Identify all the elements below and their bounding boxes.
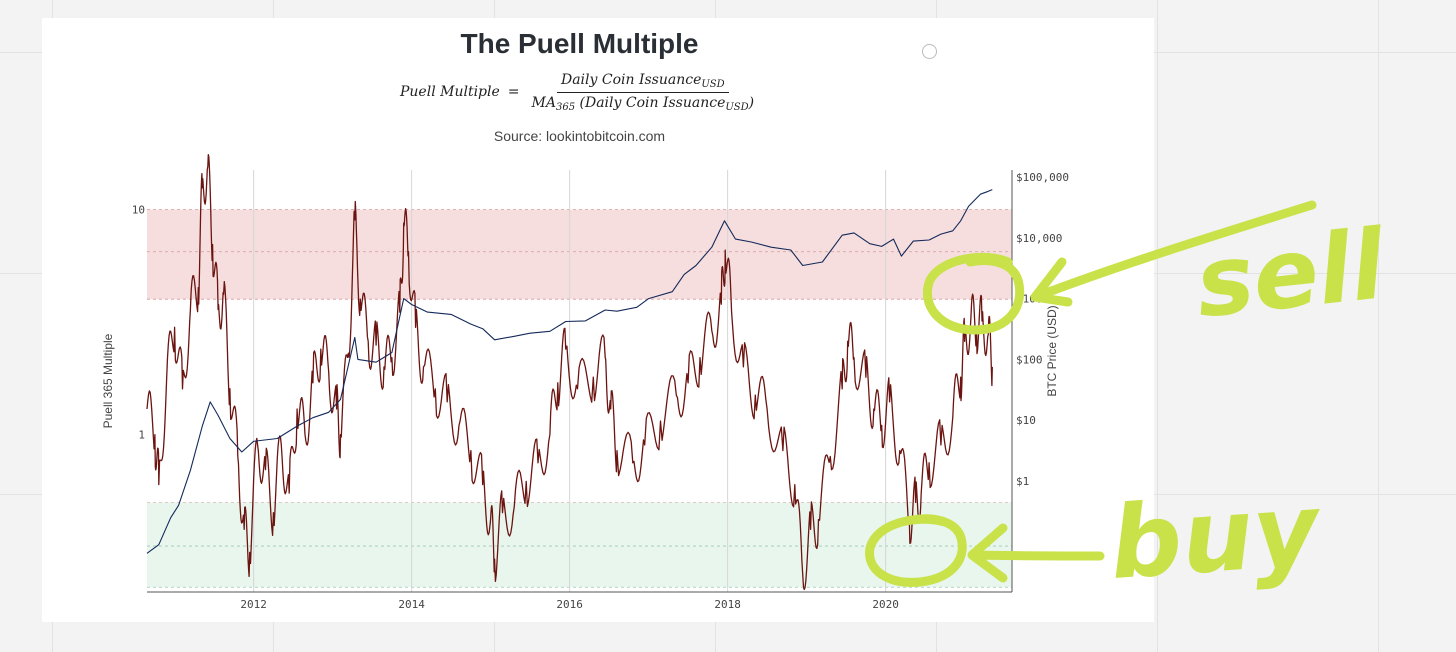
y-left-tick-label-10: 10 [132,204,145,217]
x-tick-label-2018: 2018 [714,598,741,611]
formula-denominator-sub: USD [725,101,749,113]
chart-source: Source: lookintobitcoin.com [493,128,666,144]
formula-numerator: Daily Coin IssuanceUSD [556,71,729,93]
y-right-tick-label: $100 [1016,353,1043,366]
btc-price-series-line [146,189,993,554]
y-right-axis-title: BTC Price (USD) [1045,305,1059,396]
y-right-tick-label: $10 [1016,414,1036,427]
sell-zone-band [147,209,1012,300]
puell-multiple-series-line [146,153,993,591]
y-right-tick-label: $1 [1016,475,1029,488]
chart-card: The Puell Multiple Puell Multiple = Dail… [42,18,1154,622]
formula-lhs: Puell Multiple [400,84,500,100]
formula-fraction: Daily Coin IssuanceUSD MA365 (Daily Coin… [528,72,759,113]
x-tick-label-2016: 2016 [556,598,583,611]
formula-equals: = [507,84,520,100]
formula-denominator-text: (Daily Coin Issuance [575,94,726,111]
y-right-tick-label: $100,000 [1016,171,1069,184]
formula-ma: MA [531,94,556,111]
puell-formula: Puell Multiple = Daily Coin IssuanceUSD … [400,70,758,114]
circle-icon [922,44,937,59]
y-left-tick-label-1: 1 [138,429,145,442]
x-tick-label-2020: 2020 [872,598,899,611]
formula-numerator-sub: USD [701,78,725,90]
puell-chart: 2012 2014 2016 2018 2020 10 1 $100,000 $10,000 $1… [101,153,1069,611]
y-left-axis-title: Puell 365 Multiple [101,333,115,428]
formula-ma-sub: 365 [555,101,576,113]
y-right-tick-label: $1000 [1016,293,1049,306]
formula-denominator-close: ) [748,94,755,111]
formula-numerator-text: Daily Coin Issuance [560,71,702,88]
formula-denominator: MA365 (Daily Coin IssuanceUSD) [528,93,759,113]
x-tick-label-2012: 2012 [240,598,267,611]
sell-annotation-text: sell [1190,208,1390,340]
chart-title: The Puell Multiple [460,28,699,59]
buy-zone-band [147,502,1012,588]
y-right-tick-label: $10,000 [1016,232,1062,245]
x-tick-label-2014: 2014 [398,598,425,611]
buy-annotation-text: buy [1106,470,1322,603]
